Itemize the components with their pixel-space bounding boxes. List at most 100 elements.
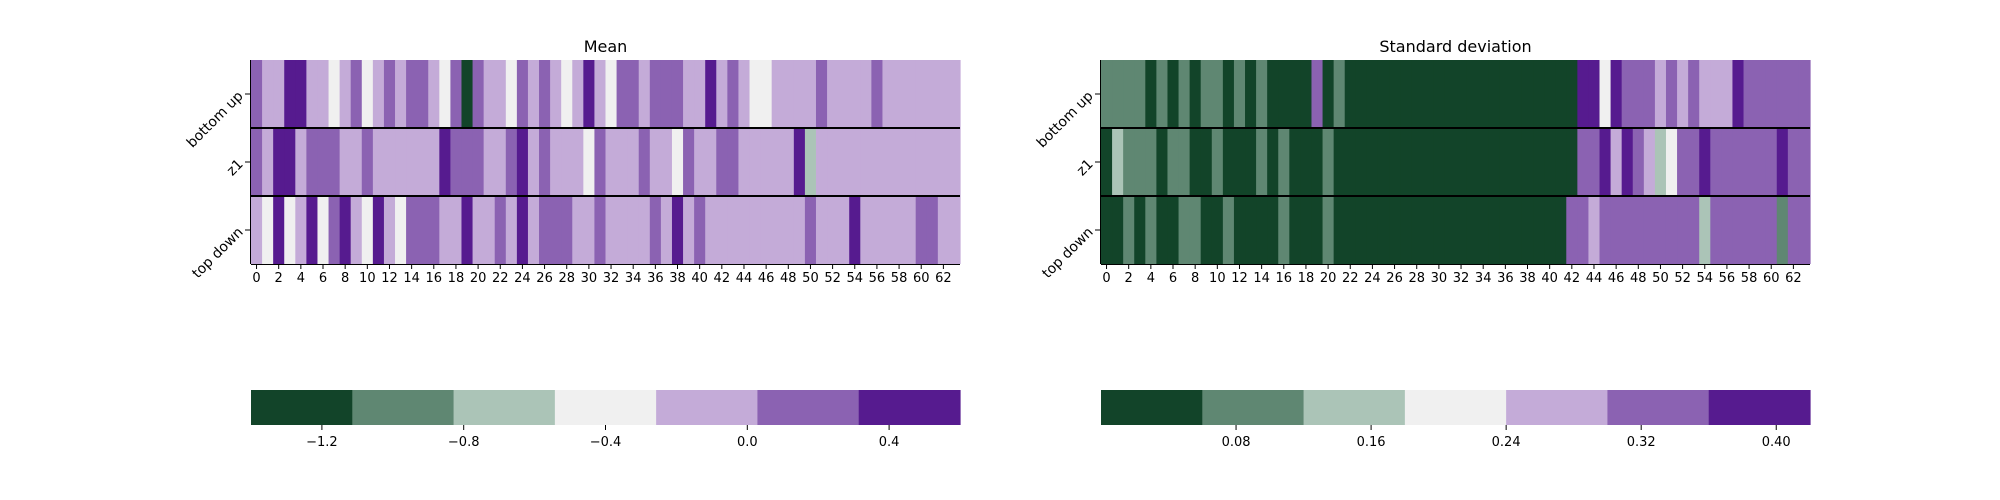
std-cell	[1366, 128, 1379, 196]
std-cell	[1510, 128, 1523, 196]
mean-cell	[372, 60, 385, 128]
std-cell	[1533, 128, 1545, 196]
mean-cell	[372, 128, 385, 196]
std-cell	[1167, 196, 1180, 264]
mean-cell	[583, 196, 596, 264]
std-cell	[1411, 196, 1423, 264]
mean-cell	[849, 196, 861, 264]
mean-x-tick-label: 18	[448, 271, 465, 286]
mean-x-tick-label: 14	[403, 271, 420, 286]
std-cell	[1665, 128, 1678, 196]
mean-cell	[350, 196, 363, 264]
std-cell	[1765, 196, 1778, 264]
std-cell	[1156, 128, 1169, 196]
std-x-tick-label: 18	[1298, 271, 1315, 286]
mean-cell	[815, 196, 828, 264]
mean-x-tick-label: 8	[341, 271, 349, 286]
mean-cell	[771, 60, 784, 128]
mean-cell	[705, 128, 717, 196]
mean-cell	[461, 196, 474, 264]
std-cell	[1798, 60, 1811, 128]
std-x-tick-label: 8	[1191, 271, 1199, 286]
mean-cell	[439, 196, 452, 264]
mean-cell	[450, 196, 463, 264]
mean-cell	[904, 60, 917, 128]
std-x-tick-label: 44	[1586, 271, 1603, 286]
std-x-tick-label: 10	[1209, 271, 1226, 286]
mean-x-tick-label: 22	[492, 271, 509, 286]
mean-cell	[827, 128, 839, 196]
mean-x-tick-label: 32	[603, 271, 620, 286]
mean-cell	[483, 128, 496, 196]
std-cell	[1699, 128, 1711, 196]
std-x-tick-label: 38	[1519, 271, 1536, 286]
std-cell	[1721, 196, 1734, 264]
mean-cell	[649, 60, 662, 128]
std-cell	[1123, 128, 1135, 196]
mean-colorbar-tick-label: 0.4	[879, 435, 900, 450]
mean-cell	[295, 60, 307, 128]
std-cell	[1721, 60, 1734, 128]
std-cell	[1167, 60, 1180, 128]
std-cell	[1621, 196, 1634, 264]
mean-cell	[948, 128, 961, 196]
std-x-tick-label: 56	[1719, 271, 1736, 286]
mean-cell	[273, 60, 285, 128]
mean-cell	[749, 128, 762, 196]
mean-cell	[638, 128, 651, 196]
mean-cell	[561, 196, 573, 264]
std-cell	[1632, 128, 1645, 196]
std-cell	[1798, 128, 1811, 196]
std-cell	[1433, 60, 1446, 128]
mean-cell	[527, 60, 540, 128]
std-cell	[1632, 60, 1645, 128]
mean-cell	[793, 128, 806, 196]
std-cell	[1621, 60, 1634, 128]
mean-cell	[649, 196, 662, 264]
std-cell	[1510, 60, 1523, 128]
std-cell	[1145, 60, 1157, 128]
std-cell	[1643, 128, 1656, 196]
std-x-tick-label: 46	[1608, 271, 1625, 286]
mean-cell	[406, 196, 418, 264]
std-x-tick-label: 30	[1431, 271, 1448, 286]
mean-cell	[284, 196, 296, 264]
std-x-tick-label: 4	[1147, 271, 1155, 286]
mean-cell	[627, 128, 640, 196]
mean-cell	[616, 196, 629, 264]
mean-cell	[727, 60, 740, 128]
std-cell	[1732, 60, 1745, 128]
mean-cell	[871, 128, 884, 196]
mean-cell	[494, 60, 507, 128]
mean-cell	[317, 128, 330, 196]
mean-cell	[539, 60, 551, 128]
std-cell	[1665, 196, 1678, 264]
mean-cell	[616, 128, 629, 196]
std-colorbar-segment	[1607, 390, 1710, 425]
mean-cell	[948, 196, 961, 264]
mean-cell	[539, 196, 551, 264]
mean-cell	[705, 60, 717, 128]
std-cell	[1200, 196, 1213, 264]
std-cell	[1112, 196, 1124, 264]
std-cell	[1765, 128, 1778, 196]
mean-cell	[417, 60, 429, 128]
std-cell	[1577, 60, 1590, 128]
std-cell	[1444, 196, 1457, 264]
std-cell	[1245, 196, 1257, 264]
std-cell	[1101, 196, 1113, 264]
mean-cell	[749, 60, 762, 128]
mean-cell	[860, 60, 872, 128]
mean-cell	[273, 196, 285, 264]
std-cell	[1355, 196, 1368, 264]
std-x-tick-label: 48	[1630, 271, 1647, 286]
std-cell	[1544, 60, 1556, 128]
std-cell	[1599, 128, 1612, 196]
mean-cell	[782, 196, 795, 264]
mean-cell	[428, 128, 440, 196]
std-colorbar-segment	[1101, 390, 1203, 425]
mean-cell	[694, 60, 706, 128]
mean-cell	[793, 196, 806, 264]
mean-x-tick-label: 28	[558, 271, 575, 286]
std-cell	[1411, 60, 1423, 128]
